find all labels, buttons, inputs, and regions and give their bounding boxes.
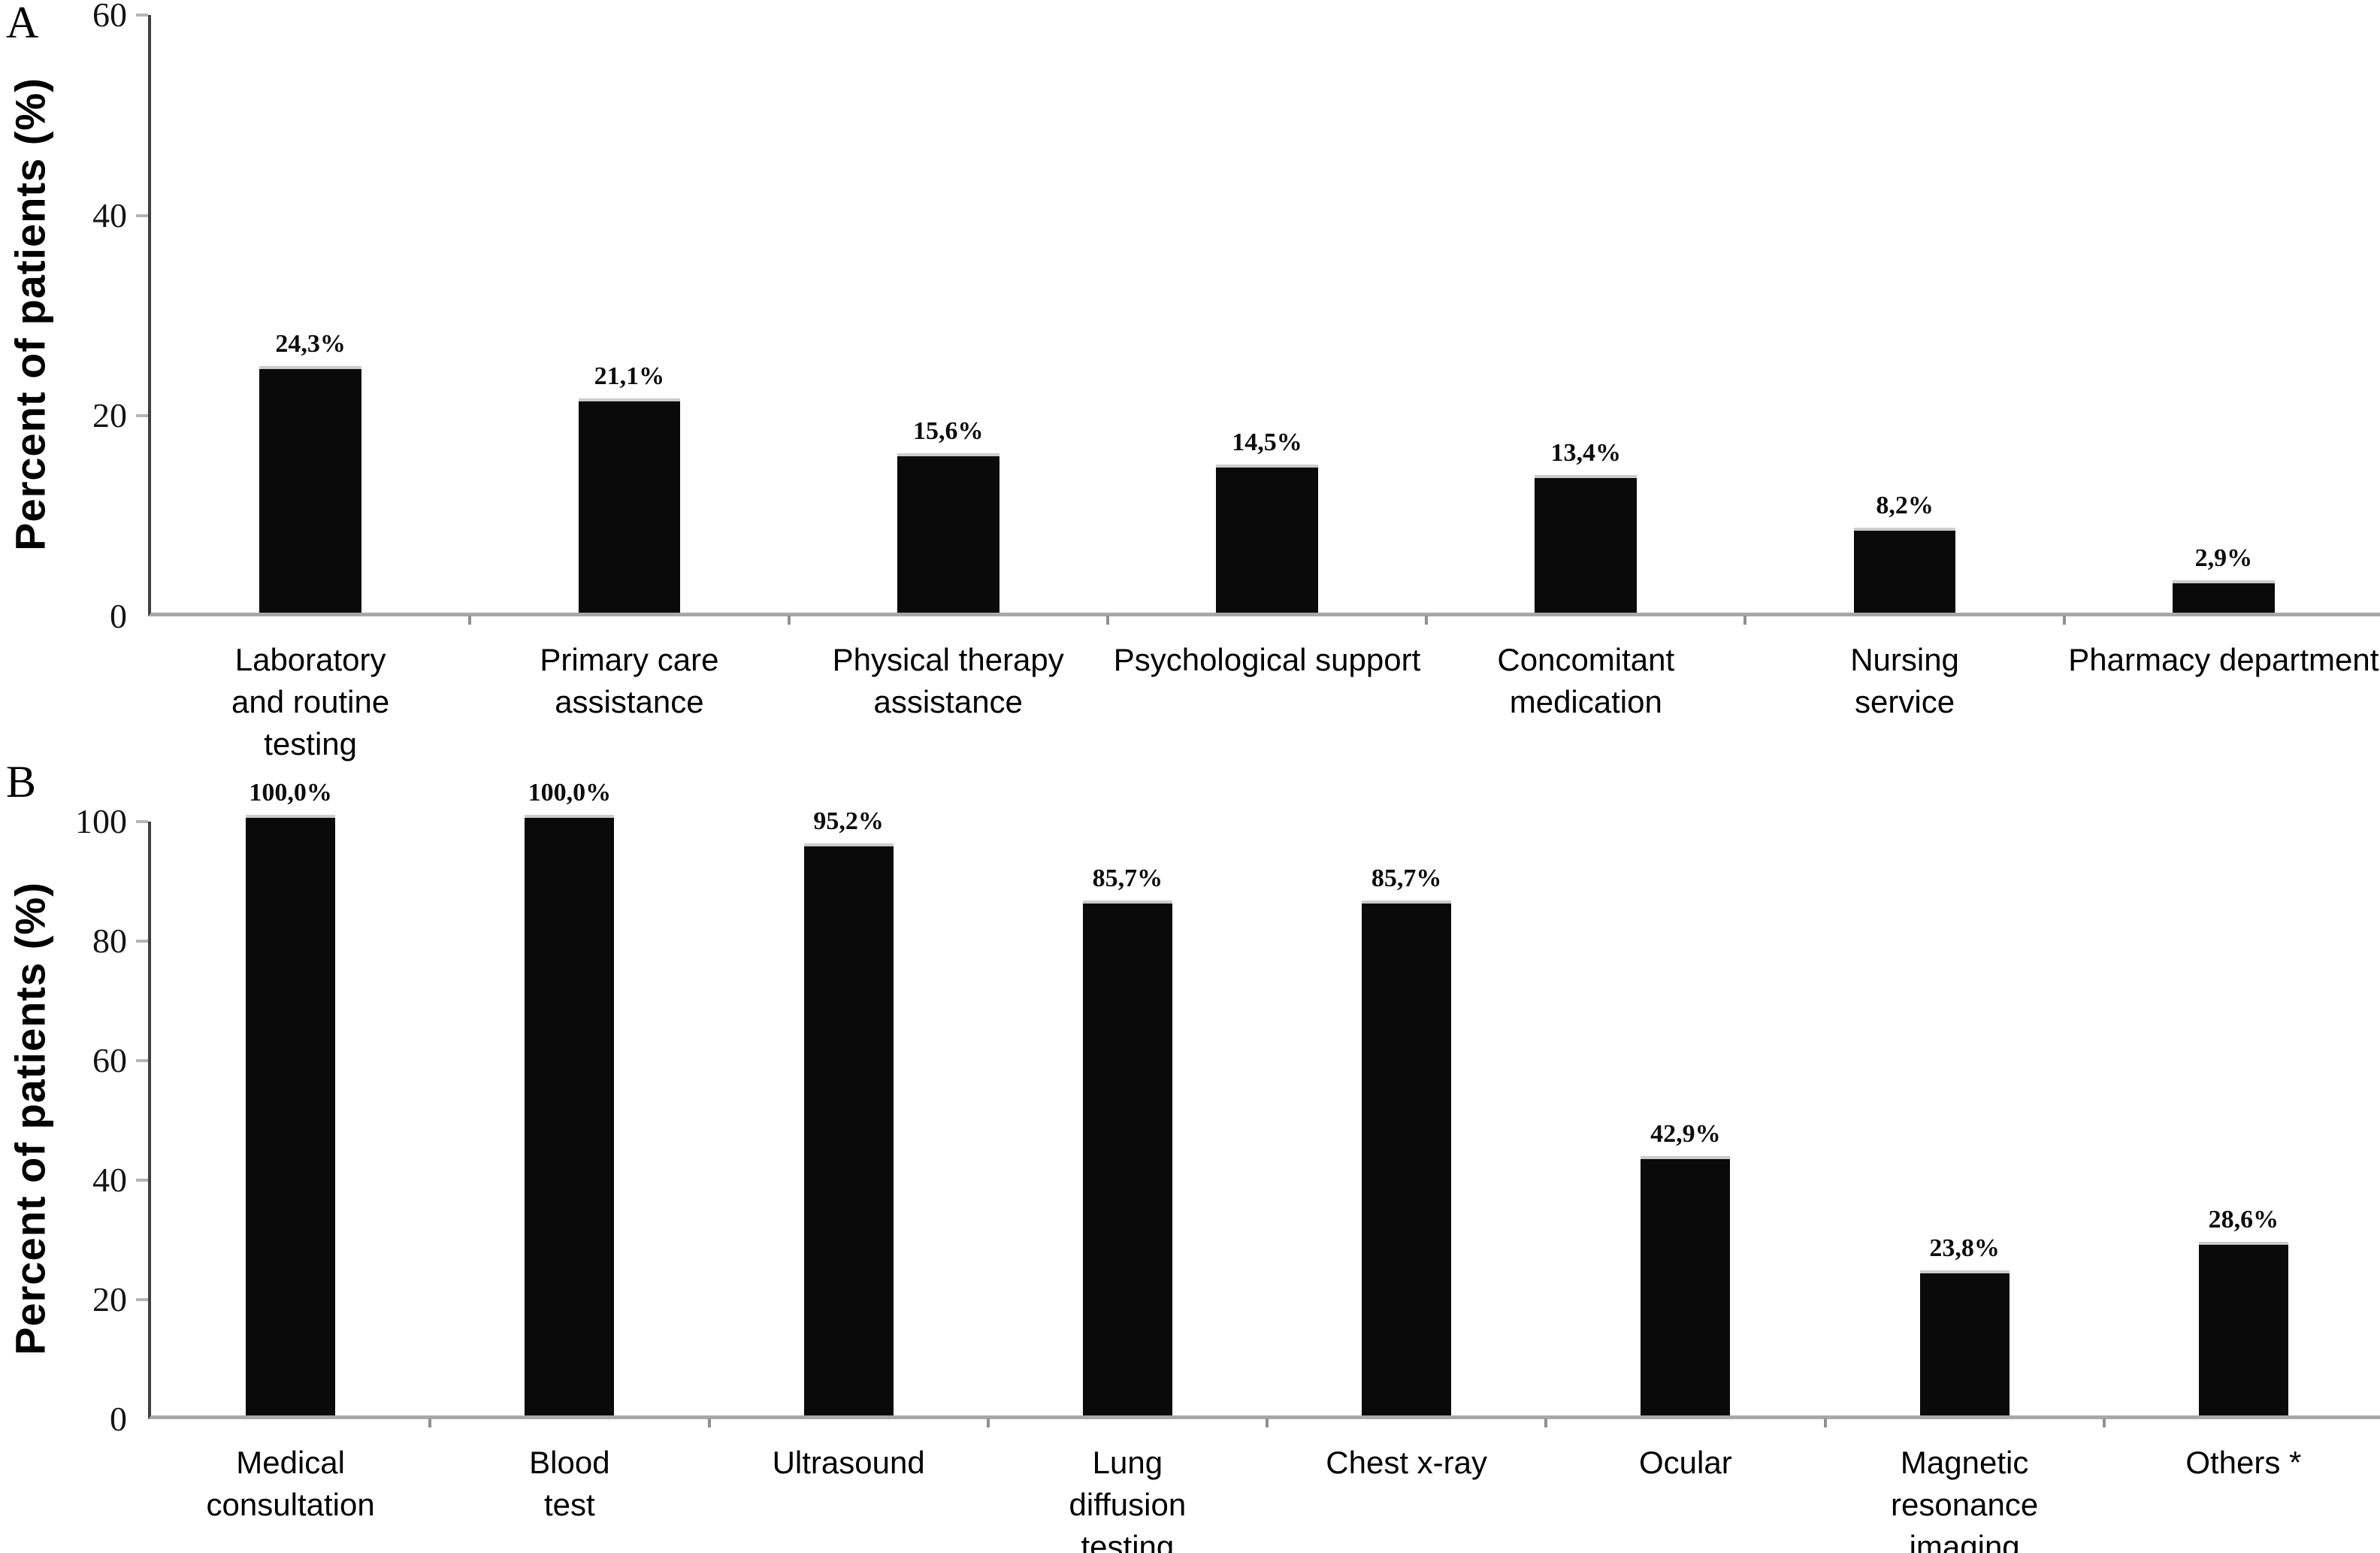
bar-value-label: 21,1% [594, 362, 665, 390]
bar [1641, 1158, 1731, 1415]
category-label: Others * [2185, 1445, 2302, 1480]
bar-value-label: 14,5% [1232, 428, 1302, 456]
x-tick-mark [468, 616, 472, 625]
bar-value-label: 28,6% [2208, 1205, 2279, 1234]
bar-value-label: 100,0% [528, 779, 612, 807]
bar [803, 846, 894, 1415]
y-tick-label: 0 [110, 597, 127, 635]
bar-value-label: 42,9% [1650, 1119, 1721, 1148]
x-tick-mark [2062, 616, 2066, 625]
bar-value-label: 95,2% [813, 807, 884, 836]
bar [1216, 467, 1318, 613]
category-label: Physical therapy assistance [832, 642, 1064, 719]
category-label: Psychological support [1113, 642, 1421, 677]
y-tick-label: 60 [92, 1041, 127, 1079]
category-label: Pharmacy department [2068, 642, 2379, 677]
y-tick-mark [136, 820, 148, 823]
y-tick-label: 0 [110, 1400, 127, 1438]
x-tick-mark [707, 1418, 711, 1427]
y-tick-mark [136, 1298, 148, 1301]
bar [1362, 903, 1452, 1415]
category-label: Lung diffusion testing [1069, 1445, 1187, 1553]
x-tick-mark [428, 1418, 432, 1427]
bar-value-label: 85,7% [1371, 864, 1442, 892]
bar-value-label: 15,6% [912, 417, 984, 445]
bar-value-label: 85,7% [1092, 864, 1163, 892]
x-tick-mark [787, 616, 791, 625]
bar [1535, 478, 1638, 613]
bar [525, 818, 615, 1415]
y-tick-mark [136, 1179, 148, 1182]
bar-value-label: 13,4% [1550, 439, 1622, 468]
panel-b: B Percent of patients (%) 0 20 40 60 80 100 10… [0, 755, 2380, 1553]
panel-a-plot-area: 0 20 40 60 24,3% Laboratory and routine testi… [92, 0, 2380, 761]
x-tick-mark [1544, 1418, 1548, 1427]
y-tick-mark [136, 14, 148, 17]
bar-value-label: 100,0% [249, 779, 332, 807]
bar [578, 401, 681, 613]
y-tick-label: 20 [92, 1280, 127, 1318]
panel-a: A Percent of patients (%) 0 20 40 60 24,3% La… [0, 0, 2380, 761]
panel-b-letter: B [6, 757, 37, 807]
y-tick-label: 60 [92, 0, 127, 34]
bar [2172, 583, 2275, 613]
y-tick-label: 80 [92, 922, 127, 960]
x-tick-mark [1743, 616, 1747, 625]
category-label: Concomitant medication [1497, 642, 1675, 719]
category-label: Ultrasound [772, 1445, 925, 1480]
panel-a-letter: A [6, 0, 39, 47]
bar-value-label: 2,9% [2194, 544, 2253, 573]
y-tick-mark [136, 213, 148, 217]
bar [246, 818, 336, 1415]
category-label: Laboratory and routine testing [231, 642, 390, 761]
category-label: Ocular [1639, 1445, 1732, 1480]
bar-value-label: 24,3% [275, 330, 346, 358]
panel-b-plot-area: 0 20 40 60 80 100 100,0% Medical consultation 10… [75, 779, 2380, 1553]
y-tick-mark [136, 414, 148, 418]
bar-value-label: 23,8% [1929, 1234, 2000, 1262]
bar-value-label: 8,2% [1876, 491, 1934, 519]
y-tick-mark [136, 940, 148, 943]
bar [259, 369, 362, 613]
bar [1853, 530, 1956, 613]
bar [1082, 903, 1172, 1415]
category-label: Primary care assistance [540, 642, 719, 719]
y-tick-label: 20 [92, 396, 127, 435]
category-label: Magnetic resonance imaging [1891, 1445, 2039, 1553]
x-tick-mark [1425, 616, 1429, 625]
y-tick-mark [136, 1059, 148, 1062]
category-label: Nursing service [1850, 642, 1959, 719]
y-tick-label: 40 [92, 195, 127, 235]
panel-a-y-axis-title: Percent of patients (%) [6, 77, 54, 551]
y-tick-label: 100 [75, 802, 127, 840]
x-tick-mark [1105, 616, 1109, 625]
x-tick-mark [986, 1418, 990, 1427]
category-label: Chest x-ray [1326, 1445, 1487, 1480]
y-tick-label: 40 [92, 1161, 127, 1199]
x-tick-mark [1266, 1418, 1269, 1427]
category-label: Medical consultation [206, 1445, 375, 1522]
bar [897, 456, 999, 613]
bar [2198, 1244, 2288, 1415]
bar [1919, 1273, 2010, 1415]
x-tick-mark [1823, 1418, 1827, 1427]
category-label: Blood test [529, 1445, 610, 1522]
x-tick-mark [2102, 1418, 2106, 1427]
